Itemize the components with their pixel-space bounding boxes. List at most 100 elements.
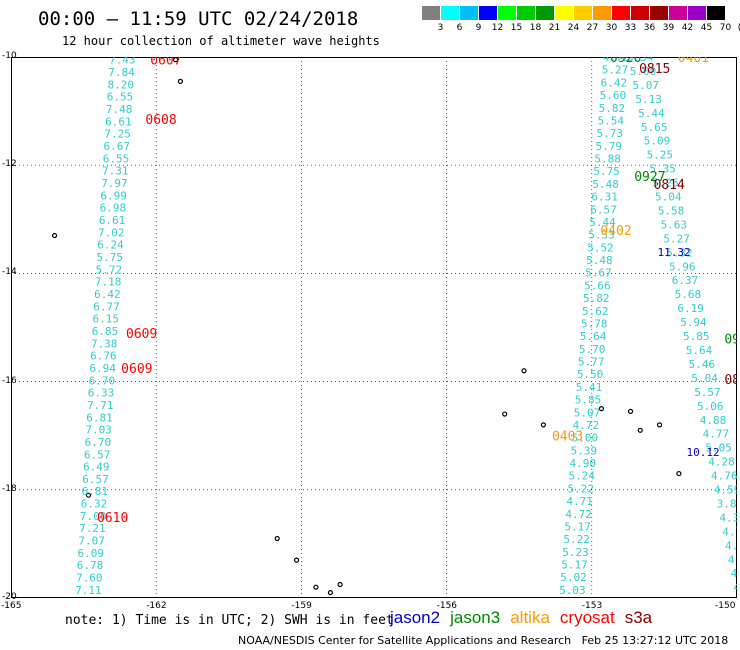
- swh-value: 5.48: [586, 254, 613, 267]
- swh-value: 5.48: [592, 178, 619, 191]
- swh-value: 5.00: [572, 432, 599, 445]
- swh-value: 6.55: [107, 91, 134, 104]
- swh-value: 5.77: [578, 356, 605, 369]
- scale-swatch: [460, 6, 479, 20]
- swh-value: 6.42: [601, 76, 628, 89]
- swh-value: 6.81: [86, 411, 113, 424]
- swh-value: 5.46: [689, 358, 716, 371]
- latitude-tick-label: -16: [2, 375, 17, 386]
- swh-value: 5.64: [580, 330, 607, 343]
- longitude-tick-label: -159: [291, 601, 312, 611]
- scale-swatch: [422, 6, 441, 20]
- pass-time-label: 0402: [600, 224, 631, 239]
- latitude-tick-label: -14: [2, 267, 17, 278]
- pass-time-label: 09: [724, 332, 737, 347]
- swh-value: 5.79: [595, 140, 622, 153]
- swh-value: 5.04: [655, 191, 682, 204]
- swh-value: 6.32: [81, 498, 108, 511]
- swh-value: 5.58: [658, 204, 685, 217]
- swh-value: 6.76: [90, 350, 117, 363]
- scale-label: 12: [491, 23, 504, 33]
- island-outline: [274, 535, 280, 542]
- swh-value: 5.64: [686, 344, 713, 357]
- scale-swatch: [688, 6, 707, 20]
- swh-value: 4.76: [711, 470, 737, 483]
- swh-value: 6.42: [94, 288, 121, 301]
- swh-value: 6.31: [591, 191, 618, 204]
- swh-value: 7.60: [76, 572, 103, 585]
- island-outline: [51, 232, 58, 239]
- pass-time-label: 0609: [126, 327, 157, 342]
- swh-value: 5.27: [663, 232, 690, 245]
- swh-value: 5.70: [579, 343, 606, 356]
- island-outline: [293, 557, 300, 563]
- swh-value: 4.93: [728, 553, 737, 566]
- swh-value: 4.59: [714, 484, 737, 497]
- swh-value: 7.97: [101, 177, 128, 190]
- swh-value: 5.54: [598, 114, 625, 127]
- satellite-legend: jason2 jason3 altika cryosat s3a: [390, 608, 662, 628]
- map-frame: [11, 57, 737, 598]
- scale-label: 45: [700, 23, 713, 33]
- scale-swatch: [593, 6, 612, 20]
- swh-value: 5.17: [561, 559, 588, 572]
- scale-swatch: [441, 6, 460, 20]
- swh-value: 6.37: [672, 274, 699, 287]
- swh-value: 5.25: [647, 149, 674, 162]
- scale-label: (ft): [736, 23, 740, 33]
- swh-value: 6.70: [85, 436, 112, 449]
- scale-label: 30: [605, 23, 618, 33]
- swh-value: 5.85: [683, 330, 710, 343]
- swh-value: 4.88: [700, 414, 727, 427]
- units-note: note: 1) Time is in UTC; 2) SWH is in fe…: [65, 613, 394, 628]
- scale-label: 18: [529, 23, 542, 33]
- swh-value: 5.04: [691, 372, 718, 385]
- swh-value: 4.35: [719, 511, 737, 524]
- scale-label: 6: [456, 23, 463, 33]
- swh-value: 5.82: [583, 292, 610, 305]
- swh-value: 7.84: [108, 66, 135, 79]
- swh-value: 10.12: [687, 446, 720, 459]
- scale-label: 9: [475, 23, 482, 33]
- swh-value: 5.68: [675, 288, 702, 301]
- scale-label: 39: [662, 23, 675, 33]
- island-outline: [676, 470, 682, 477]
- swh-value: 7.38: [91, 337, 118, 350]
- swh-value: 4.90: [731, 567, 737, 580]
- latitude-tick-label: -10: [2, 51, 17, 61]
- island-outline: [627, 408, 634, 414]
- swh-value: 4.78: [722, 525, 737, 538]
- island-outline: [502, 411, 508, 417]
- scale-swatch: [707, 6, 726, 20]
- swh-value: 5.02: [560, 571, 587, 584]
- satellite-legend-item: altika: [510, 608, 550, 627]
- scale-label: 33: [624, 23, 637, 33]
- latitude-tick-label: -18: [2, 483, 17, 494]
- swh-value: 5.05: [705, 442, 732, 455]
- scale-swatch: [650, 6, 669, 20]
- swh-value: 11.32: [658, 246, 691, 259]
- swh-value: 5.23: [562, 546, 589, 559]
- island-outline: [85, 492, 92, 498]
- pass-time-label: 0403: [552, 430, 583, 445]
- pass-time-label: 0815: [639, 62, 670, 77]
- satellite-legend-item: jason2: [390, 608, 441, 627]
- island-outline: [172, 57, 179, 63]
- swh-value: 5.52: [587, 241, 614, 254]
- scale-label: 24: [567, 23, 580, 33]
- swh-value: 6.19: [677, 302, 704, 315]
- swh-value: 6.57: [82, 473, 109, 486]
- swh-value: 5.72: [96, 263, 123, 276]
- swh-value: 7.48: [106, 103, 133, 116]
- swh-value: 4.72: [603, 57, 630, 64]
- swh-value: 4.77: [703, 428, 730, 441]
- swh-value: 5.07: [633, 79, 660, 92]
- swh-value: 7.43: [109, 57, 136, 67]
- scale-swatch: [631, 6, 650, 20]
- swh-value: 5.22: [563, 533, 590, 546]
- pass-time-label: 08: [724, 373, 737, 388]
- swh-value: 6.99: [100, 189, 127, 202]
- map-svg: 7.437.848.206.557.486.617.256.676.557.31…: [11, 57, 737, 598]
- island-outline: [521, 368, 527, 374]
- longitude-tick-label: -162: [146, 601, 167, 611]
